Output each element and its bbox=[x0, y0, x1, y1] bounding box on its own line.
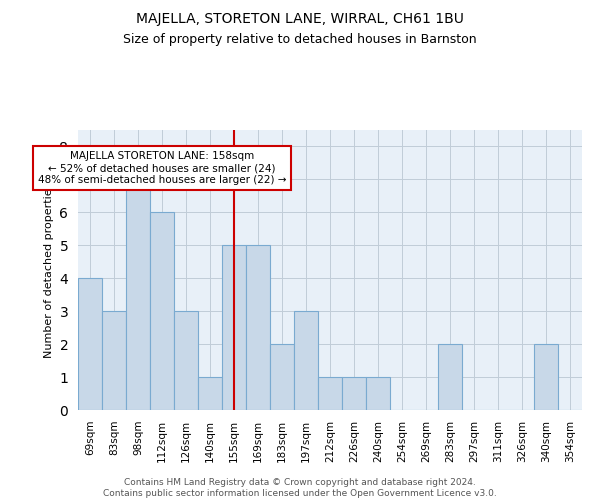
Bar bbox=[270, 344, 294, 410]
Text: Contains HM Land Registry data © Crown copyright and database right 2024.
Contai: Contains HM Land Registry data © Crown c… bbox=[103, 478, 497, 498]
Bar bbox=[102, 311, 126, 410]
Bar bbox=[198, 377, 222, 410]
Bar bbox=[78, 278, 102, 410]
Bar bbox=[342, 377, 366, 410]
Bar bbox=[246, 246, 270, 410]
Bar bbox=[150, 212, 174, 410]
Text: Size of property relative to detached houses in Barnston: Size of property relative to detached ho… bbox=[123, 32, 477, 46]
Bar bbox=[222, 246, 246, 410]
Bar bbox=[126, 180, 150, 410]
Bar bbox=[294, 311, 318, 410]
Bar bbox=[174, 311, 198, 410]
Bar bbox=[318, 377, 342, 410]
Y-axis label: Number of detached properties: Number of detached properties bbox=[44, 182, 54, 358]
Bar bbox=[366, 377, 390, 410]
Text: MAJELLA, STORETON LANE, WIRRAL, CH61 1BU: MAJELLA, STORETON LANE, WIRRAL, CH61 1BU bbox=[136, 12, 464, 26]
Bar bbox=[534, 344, 558, 410]
Text: MAJELLA STORETON LANE: 158sqm
← 52% of detached houses are smaller (24)
48% of s: MAJELLA STORETON LANE: 158sqm ← 52% of d… bbox=[38, 152, 286, 184]
Bar bbox=[438, 344, 462, 410]
